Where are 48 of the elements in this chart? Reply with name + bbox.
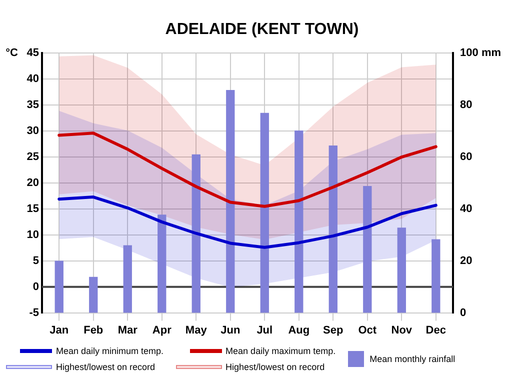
chart-title: ADELAIDE (KENT TOWN) [165,21,359,38]
y-tick-label: 15 [26,202,39,215]
y-tick-label: 10 [26,228,39,241]
y-tick-label: 0 [32,280,39,293]
bar [294,130,304,313]
x-tick-label: Jan [50,324,69,336]
bar [226,90,235,313]
x-tick-label: Aug [288,324,310,336]
x-tick-label: Dec [426,324,446,336]
y2-tick-label: 60 [460,151,472,164]
bar [432,239,440,313]
bar [192,154,200,313]
x-tick-label: Mar [118,324,138,336]
y-tick-label: 40 [26,73,39,86]
x-tick-label: Apr [152,324,172,336]
x-tick-label: Sep [323,324,344,336]
y2-tick-label: 100 mm [460,47,502,60]
y-tick-label: 30 [26,125,39,138]
y2-tick-label: 80 [460,99,472,112]
bar [328,146,338,313]
y-tick-label: -5 [29,306,39,319]
text: Highest/lowest on record [226,362,325,372]
y-tick-label: 45 [26,47,39,60]
bar [158,214,166,313]
y-tick-label: 35 [26,99,39,112]
y2-tick-label: 0 [460,306,466,319]
x-tick-label: Jul [256,324,273,336]
x-tick-label: Jun [220,324,240,336]
bar [397,228,406,313]
x-tick-label: May [185,324,208,336]
bar [260,112,269,313]
bar [54,260,64,313]
legend-label: Mean daily minimum temp. [56,346,164,356]
text: Highest/lowest on record [56,362,156,372]
bar [363,186,372,313]
x-tick-label: Oct [358,324,377,336]
bar [123,245,132,313]
y-axis-title: °C [6,47,18,60]
y-tick-label: 25 [26,151,39,164]
x-tick-label: Feb [84,324,104,336]
x-tick-label: Nov [391,324,413,336]
bar [89,276,98,313]
legend-label: Mean daily maximum temp. [226,346,336,356]
legend-label: Mean monthly rainfall [370,354,456,364]
y-tick-label: 5 [32,254,39,267]
y-tick-label: 20 [26,177,39,190]
y2-tick-label: 40 [460,202,472,215]
y2-tick-label: 20 [460,254,472,267]
